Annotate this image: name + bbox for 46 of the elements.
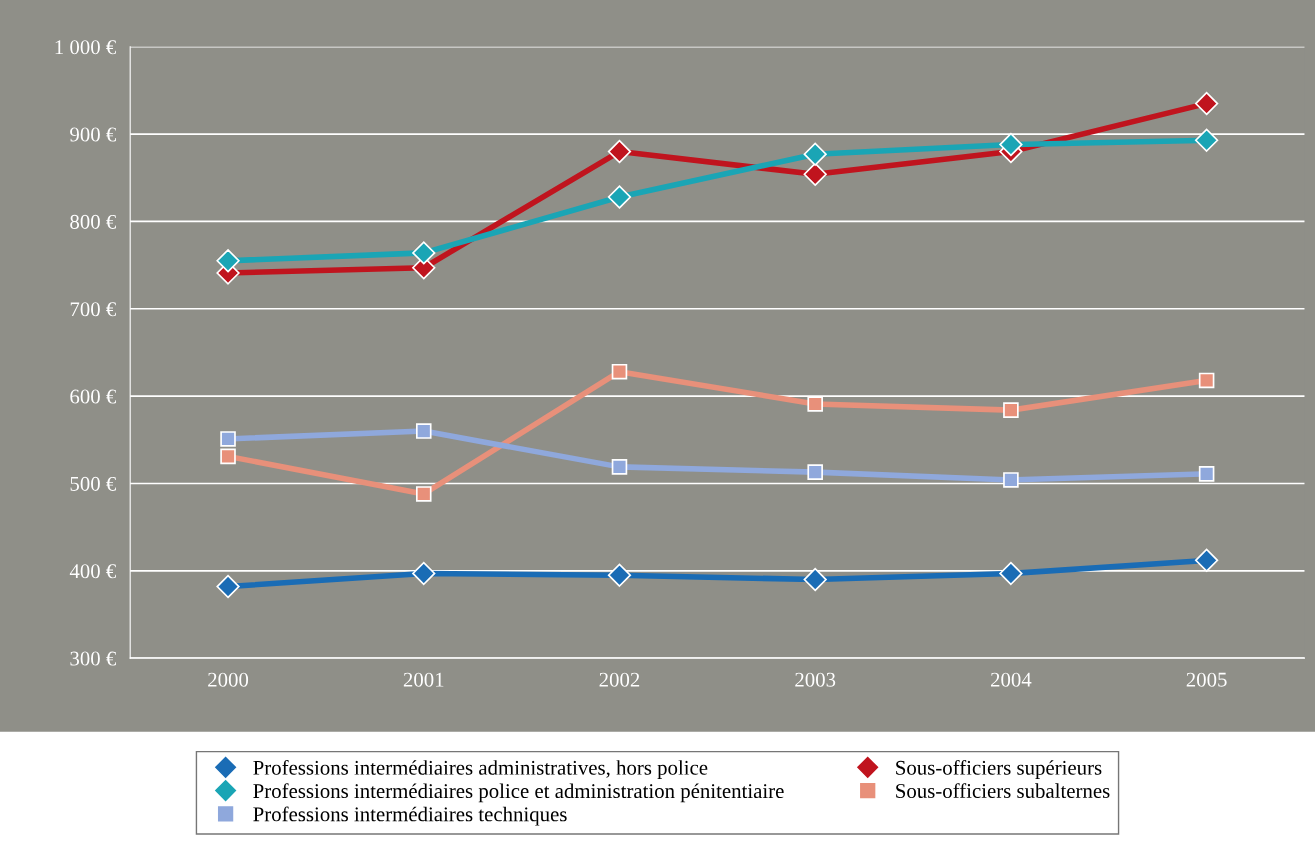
legend-label: Sous-officiers supérieurs [896, 759, 1102, 780]
point [611, 363, 628, 380]
point [803, 142, 827, 166]
point [607, 185, 632, 209]
point [415, 423, 432, 439]
x-tick-label: 2003 [795, 672, 836, 687]
point [216, 574, 240, 599]
legend-label: Sous-officiers subalternes [896, 783, 1110, 799]
legend-label: Professions intermédiaires administratives, hors police [253, 759, 708, 780]
x-tick-label: 2005 [1186, 672, 1227, 687]
point [999, 561, 1023, 586]
point [412, 561, 436, 586]
y-tick-label: 800 € [70, 214, 116, 229]
point [1198, 466, 1215, 482]
y-tick-label: 600 € [70, 389, 116, 404]
point [412, 241, 436, 265]
y-tick-label: 1 000 € [55, 40, 116, 55]
x-tick-label: 2001 [403, 672, 444, 687]
legend-label: Professions intermédiaires police et administration pénitentiaire [253, 783, 784, 803]
y-tick-label: 400 € [69, 564, 116, 579]
point [1198, 372, 1215, 389]
point [607, 563, 632, 587]
point [1194, 548, 1219, 572]
point [1194, 128, 1219, 152]
point [999, 132, 1023, 157]
y-tick-label: 300 € [70, 651, 116, 666]
legend-label: Professions intermédiaires techniques [253, 806, 567, 826]
x-tick-label: 2000 [208, 672, 249, 687]
point [1003, 402, 1019, 418]
point [807, 464, 823, 480]
point [803, 567, 827, 592]
point [415, 486, 432, 502]
y-tick-label: 900 € [70, 127, 116, 142]
point [1003, 472, 1019, 488]
point [807, 396, 823, 412]
point [1194, 91, 1219, 116]
point [220, 431, 236, 447]
point [803, 162, 827, 186]
point [216, 249, 240, 273]
y-tick-label: 700 € [70, 302, 116, 317]
point [607, 139, 632, 164]
x-tick-label: 2004 [990, 672, 1032, 687]
point [220, 448, 236, 465]
y-tick-label: 500 € [70, 476, 116, 491]
x-tick-label: 2002 [599, 672, 640, 687]
point [611, 459, 628, 475]
